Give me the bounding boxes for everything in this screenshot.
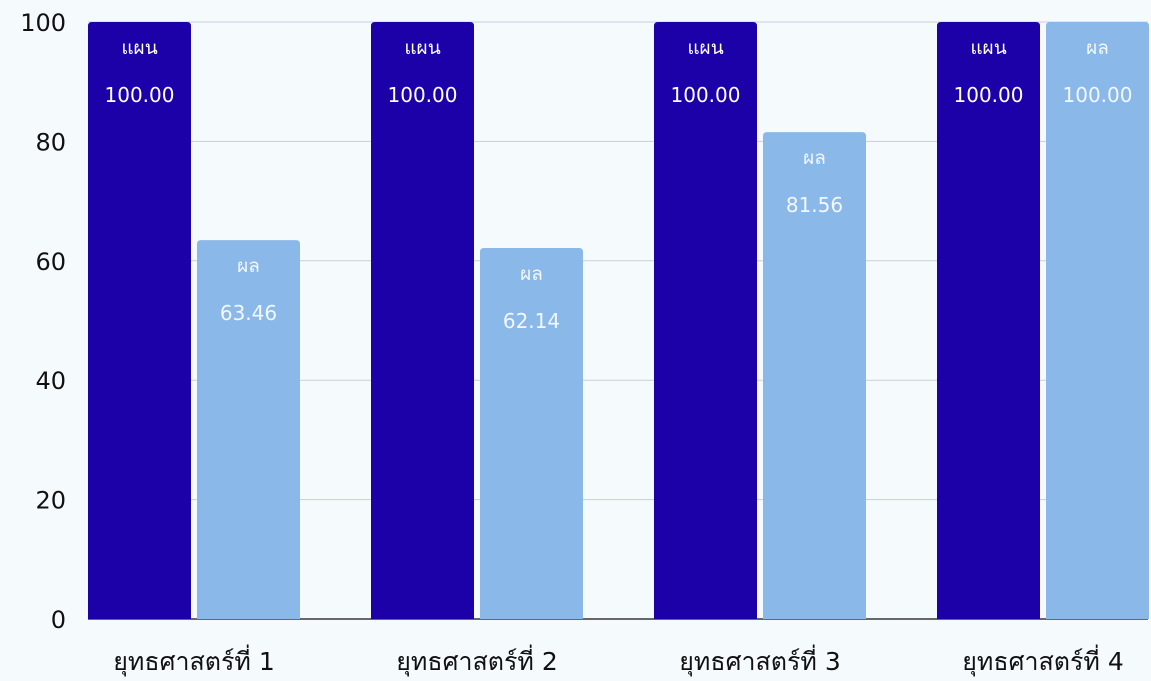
bar-series-label-s1-c2: ผล xyxy=(803,147,826,169)
bar-s1-c1 xyxy=(480,248,583,619)
bar-series-label-s1-c1: ผล xyxy=(520,263,543,285)
x-category-label-2: ยุทธศาสตร์ที่ 2 xyxy=(396,644,558,677)
bar-value-label-s1-c0: 63.46 xyxy=(220,301,277,325)
bar-value-label-s0-c2: 100.00 xyxy=(671,83,741,107)
y-tick-label-80: 80 xyxy=(35,128,66,156)
bar-s1-c3 xyxy=(1046,22,1149,619)
bar-s0-c3 xyxy=(937,22,1040,619)
bar-labels: แผน 100.00 ผล 63.46 แผน 100.00 ผล 62.14 แผน 100.0… xyxy=(105,37,1133,333)
bar-series-label-s0-c2: แผน xyxy=(687,37,723,59)
bar-series-label-s1-c0: ผล xyxy=(237,255,260,277)
bar-series-label-s0-c1: แผน xyxy=(404,37,440,59)
y-tick-label-20: 20 xyxy=(35,487,66,515)
y-axis-ticks: 0 20 40 60 80 100 xyxy=(20,9,66,634)
x-axis-categories: ยุทธศาสตร์ที่ 1 ยุทธศาสตร์ที่ 2 ยุทธศาสตร์… xyxy=(113,644,1124,677)
bar-value-label-s1-c1: 62.14 xyxy=(503,309,560,333)
x-category-label-1: ยุทธศาสตร์ที่ 1 xyxy=(113,644,275,677)
x-category-label-4: ยุทธศาสตร์ที่ 4 xyxy=(962,644,1124,677)
x-category-label-3: ยุทธศาสตร์ที่ 3 xyxy=(679,644,841,677)
y-tick-label-40: 40 xyxy=(35,367,66,395)
bar-s1-c0 xyxy=(197,240,300,619)
bars xyxy=(88,22,1149,620)
bar-s0-c0 xyxy=(88,22,191,619)
bar-s0-c2 xyxy=(654,22,757,619)
y-tick-label-60: 60 xyxy=(35,248,66,276)
bar-value-label-s1-c3: 100.00 xyxy=(1063,83,1133,107)
bar-value-label-s0-c3: 100.00 xyxy=(954,83,1024,107)
bar-s0-c1 xyxy=(371,22,474,619)
bar-value-label-s0-c0: 100.00 xyxy=(105,83,175,107)
bar-value-label-s1-c2: 81.56 xyxy=(786,193,843,217)
bar-series-label-s1-c3: ผล xyxy=(1086,37,1109,59)
bar-series-label-s0-c0: แผน xyxy=(121,37,157,59)
bar-series-label-s0-c3: แผน xyxy=(970,37,1006,59)
y-tick-label-100: 100 xyxy=(20,9,66,37)
bar-s1-c2 xyxy=(763,132,866,620)
bar-value-label-s0-c1: 100.00 xyxy=(388,83,458,107)
y-tick-label-0: 0 xyxy=(51,606,66,634)
